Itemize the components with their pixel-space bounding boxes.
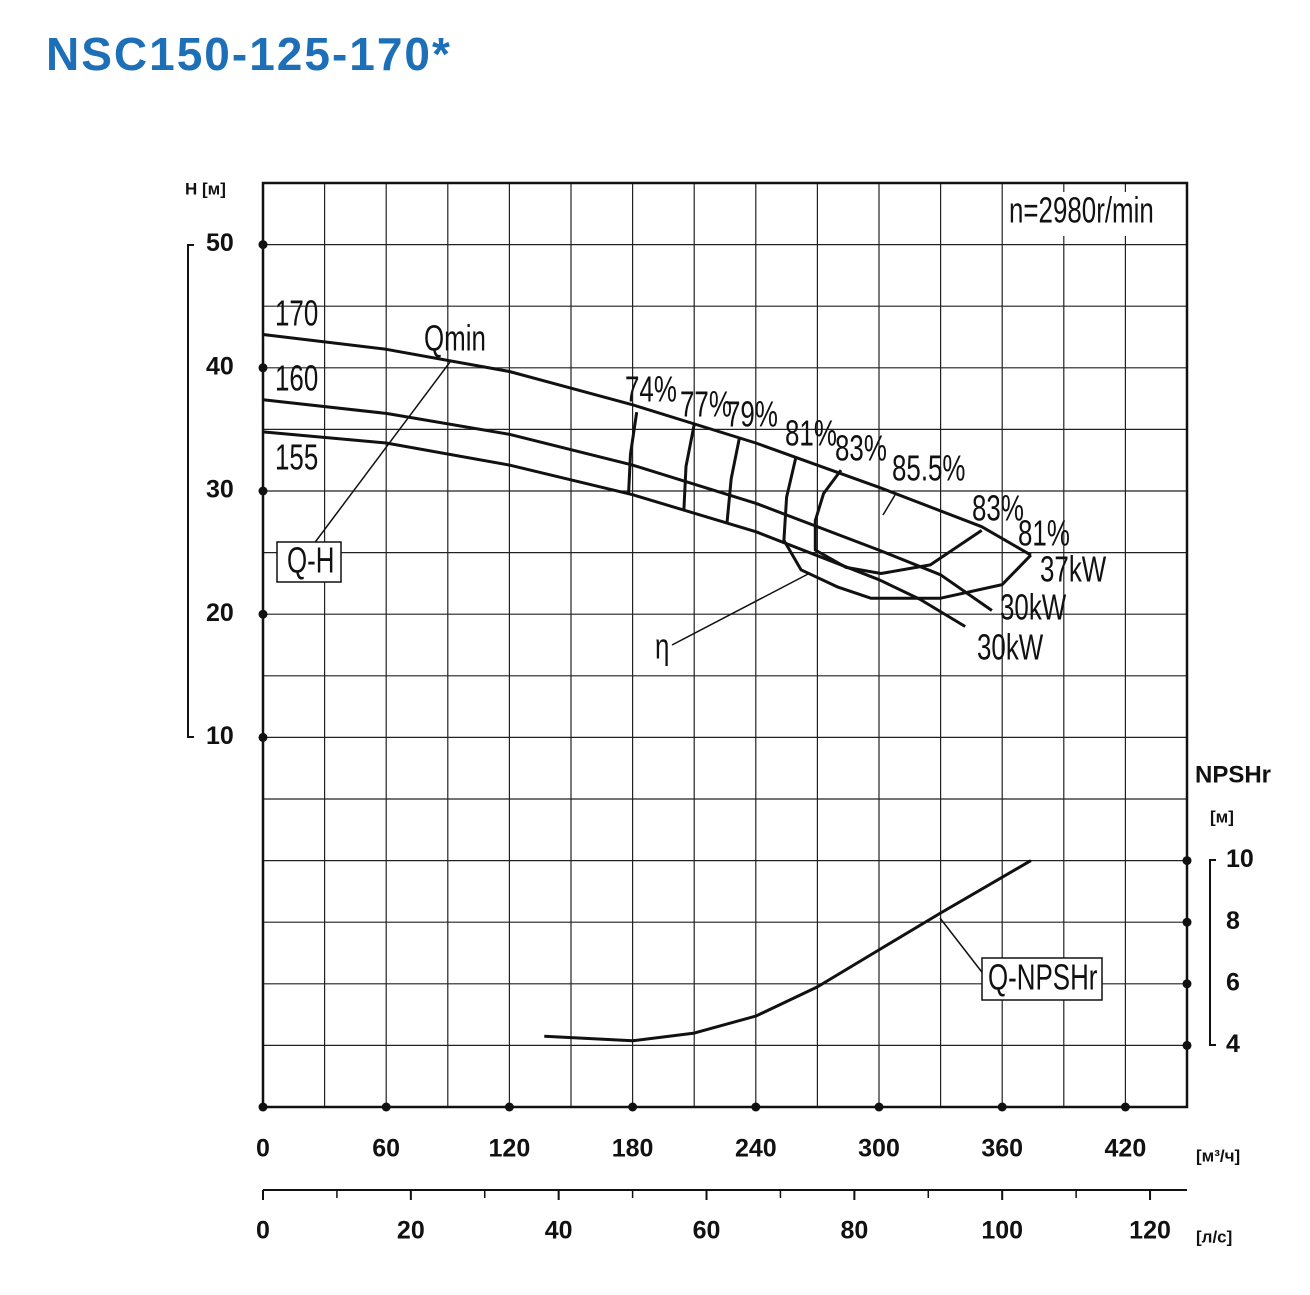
efficiency-curve: [813, 469, 983, 575]
efficiency-label: 83%: [835, 428, 887, 468]
x2-axis-label: [л/с]: [1196, 1227, 1232, 1246]
x-tick-label: 240: [735, 1135, 777, 1163]
x2-tick-label: 40: [545, 1217, 573, 1245]
y2-tick-label: 6: [1226, 968, 1240, 996]
power-label: 37kW: [1040, 549, 1107, 589]
x2-tick-label: 100: [981, 1217, 1023, 1245]
y-tick-label: 10: [206, 722, 234, 750]
x2-tick-label: 20: [397, 1217, 425, 1245]
x2-tick-label: 80: [840, 1217, 868, 1245]
efficiency-curve: [627, 411, 639, 495]
y2-tick-dot: [1182, 856, 1192, 866]
speed-label: n=2980r/min: [1009, 190, 1154, 230]
x-tick-label: 420: [1105, 1135, 1147, 1163]
grid: [263, 183, 1187, 1107]
x-tick-dot: [751, 1102, 761, 1112]
y-tick-dot: [258, 609, 268, 619]
efficiency-label: 83%: [972, 488, 1024, 528]
efficiency-curve: [782, 457, 1032, 600]
y2-bracket: [1209, 859, 1216, 1046]
qh-curve: [262, 398, 993, 612]
leader-line: [312, 361, 451, 546]
power-label: 30kW: [1000, 587, 1067, 627]
x-tick-dot: [504, 1102, 514, 1112]
x-tick-label: 300: [858, 1135, 900, 1163]
y-tick-dot: [258, 240, 268, 250]
efficiency-label: 81%: [785, 413, 837, 453]
annotation: η: [655, 626, 669, 666]
x2-tick-label: 0: [256, 1217, 270, 1245]
x-tick-label: 180: [612, 1135, 654, 1163]
x-tick-dot: [258, 1102, 268, 1112]
efficiency-label: 79%: [726, 394, 778, 434]
efficiency-label: 74%: [625, 369, 677, 409]
x2-tick-label: 120: [1129, 1217, 1171, 1245]
y-tick-label: 20: [206, 599, 234, 627]
y2-tick-dot: [1182, 979, 1192, 989]
x-tick-dot: [628, 1102, 638, 1112]
y-tick-dot: [258, 732, 268, 742]
qh-curve: [262, 333, 1032, 557]
efficiency-label: 81%: [1018, 513, 1070, 553]
y-axis-label: H [м]: [185, 179, 226, 198]
y2-tick-label: 4: [1226, 1030, 1240, 1058]
x-tick-dot: [874, 1102, 884, 1112]
x-tick-label: 0: [256, 1135, 270, 1163]
y-bracket: [187, 244, 194, 738]
x-tick-label: 120: [489, 1135, 531, 1163]
plot-frame: [261, 181, 1189, 1109]
efficiency-curve: [682, 424, 696, 510]
y-tick-label: 40: [206, 352, 234, 380]
qh-curve: [262, 430, 966, 628]
y-tick-dot: [258, 363, 268, 373]
x2-tick-label: 60: [693, 1217, 721, 1245]
power-label: 30kW: [977, 627, 1044, 667]
y-tick-label: 30: [206, 476, 234, 504]
chart-title: NSC150-125-170*: [46, 28, 452, 80]
npsh-label: Q-NPSHr: [988, 957, 1097, 997]
annotation: Q-H: [287, 540, 335, 580]
y2-tick-label: 10: [1226, 845, 1254, 873]
speed-box: [1005, 192, 1181, 236]
y-tick-label: 50: [206, 229, 234, 257]
curve-label: 170: [275, 293, 318, 333]
y2-axis-label: NPSHr: [1195, 761, 1271, 788]
x-tick-dot: [1120, 1102, 1130, 1112]
x-tick-dot: [381, 1102, 391, 1112]
annotation: 85.5%: [892, 448, 965, 488]
y2-axis-unit: [м]: [1210, 807, 1234, 826]
curve-label: 155: [275, 437, 318, 477]
annotation: Qmin: [424, 318, 486, 358]
x-axis-label: [м³/ч]: [1196, 1146, 1240, 1165]
label-box: [981, 957, 1103, 1001]
y2-tick-dot: [1182, 1040, 1192, 1050]
leader-line: [671, 572, 811, 646]
curve-label: 160: [275, 358, 318, 398]
efficiency-curve: [725, 437, 741, 522]
label-box: [276, 541, 342, 583]
leader-line: [939, 917, 989, 981]
x-tick-label: 60: [372, 1135, 400, 1163]
efficiency-label: 77%: [680, 384, 732, 424]
x-tick-label: 360: [981, 1135, 1023, 1163]
y-tick-dot: [258, 486, 268, 496]
npsh-curve: [544, 859, 1032, 1043]
y2-tick-dot: [1182, 917, 1192, 927]
y2-tick-label: 8: [1226, 907, 1240, 935]
leader-line: [882, 494, 896, 516]
x-tick-dot: [997, 1102, 1007, 1112]
